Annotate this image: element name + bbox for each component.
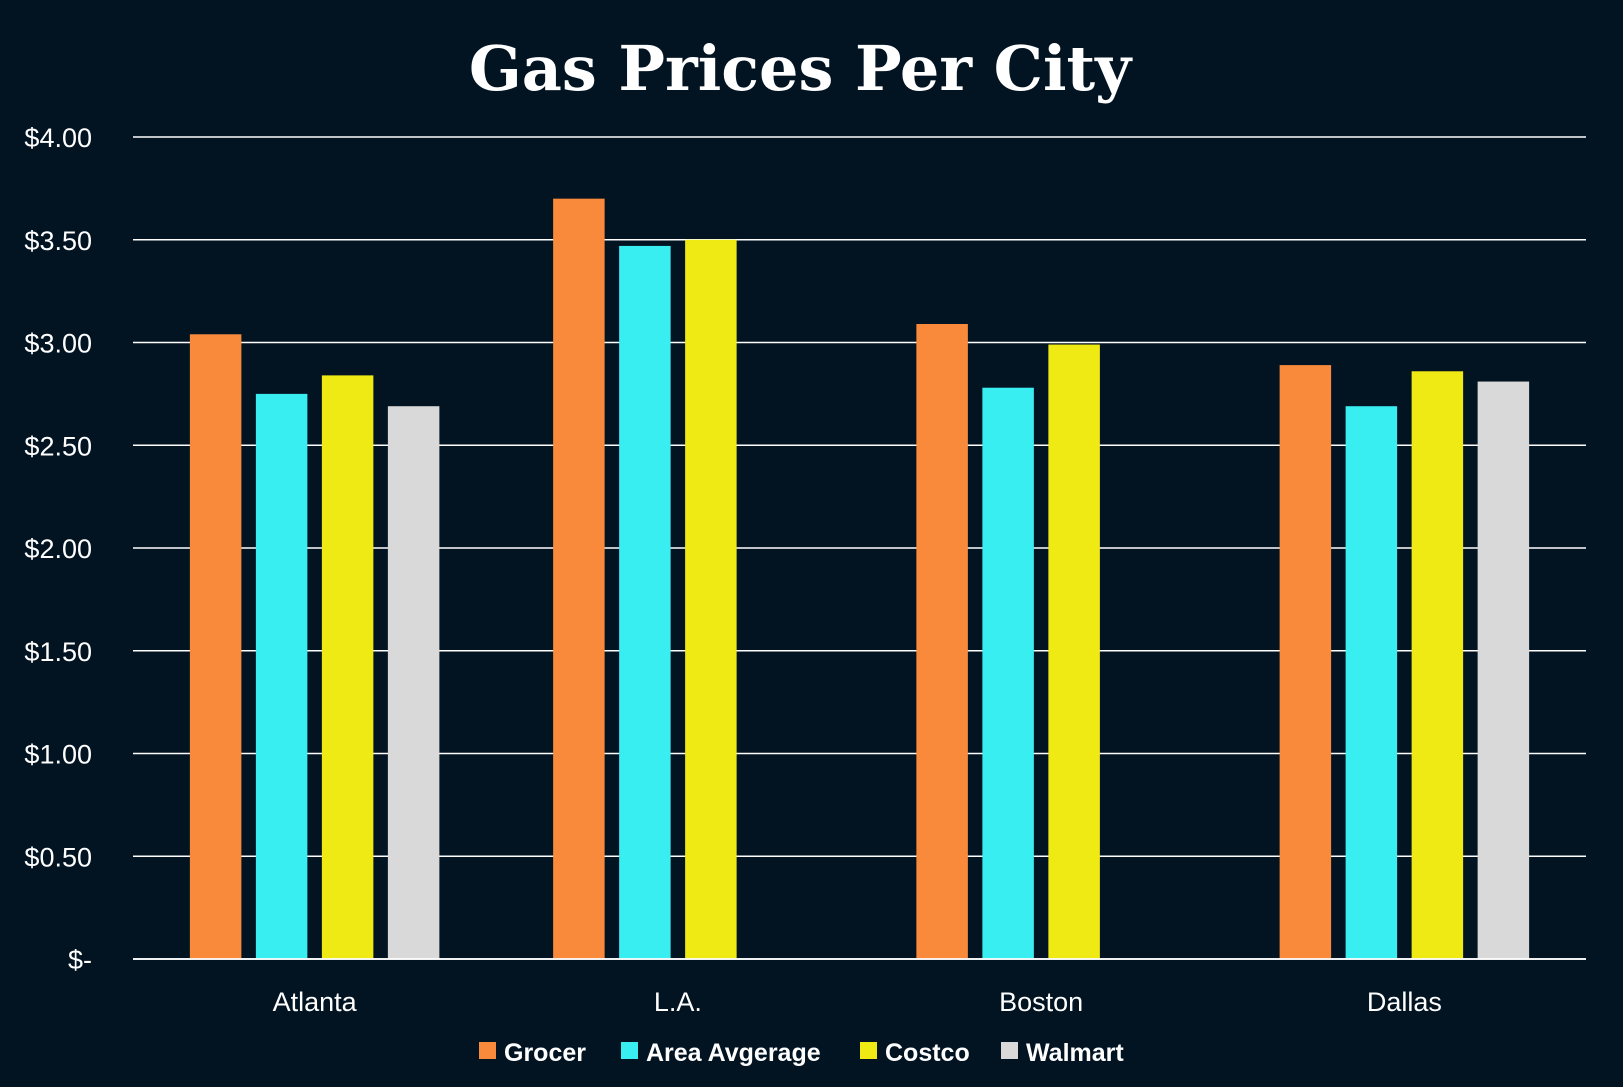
y-tick-label-6: $3.00 <box>24 329 92 359</box>
y-tick-label-0: $- <box>68 945 92 975</box>
legend-item-costco: Costco <box>860 1039 970 1067</box>
bar-atlanta-grocer <box>189 334 242 959</box>
legend-label-area-avgerage: Area Avgerage <box>646 1039 821 1067</box>
legend-item-area-avgerage: Area Avgerage <box>621 1039 821 1067</box>
y-tick-label-5: $2.50 <box>24 431 92 461</box>
bar-l-a-area-avgerage <box>619 245 671 960</box>
x-axis-category-labels: Atlanta L.A. Boston Dallas <box>273 987 1442 1017</box>
bar-l-a-grocer <box>553 198 605 959</box>
legend-swatch-grocer <box>479 1042 496 1059</box>
y-tick-label-1: $0.50 <box>24 842 92 872</box>
bar-dallas-area-avgerage <box>1345 406 1398 960</box>
chart-title: Gas Prices Per City <box>469 32 1133 105</box>
bar-dallas-walmart <box>1477 381 1530 959</box>
x-category-label-l-a: L.A. <box>654 987 702 1017</box>
bar-boston-grocer <box>916 324 968 959</box>
bar-dallas-grocer <box>1279 365 1332 960</box>
x-category-label-boston: Boston <box>999 987 1083 1017</box>
gridlines <box>133 136 1586 960</box>
legend-label-costco: Costco <box>885 1039 970 1067</box>
legend-item-walmart: Walmart <box>1001 1039 1124 1067</box>
bar-atlanta-walmart <box>387 406 440 960</box>
legend-item-grocer: Grocer <box>479 1039 586 1067</box>
bar-l-a-costco <box>685 239 737 959</box>
legend: Grocer Area Avgerage Costco Walmart <box>479 1039 1124 1067</box>
bar-boston-costco <box>1048 344 1100 959</box>
y-tick-label-4: $2.00 <box>24 534 92 564</box>
y-tick-label-2: $1.00 <box>24 740 92 770</box>
y-tick-label-3: $1.50 <box>24 637 92 667</box>
y-axis-tick-labels: $- $0.50 $1.00 $1.50 $2.00 $2.50 $3.00 $3.50 $4.… <box>24 123 92 975</box>
x-category-label-dallas: Dallas <box>1367 987 1442 1017</box>
bar-atlanta-costco <box>321 375 374 959</box>
legend-swatch-costco <box>860 1042 877 1059</box>
bar-boston-area-avgerage <box>982 387 1034 960</box>
legend-label-walmart: Walmart <box>1026 1039 1124 1067</box>
bars <box>133 198 1586 960</box>
bar-atlanta-area-avgerage <box>255 393 308 959</box>
legend-swatch-walmart <box>1001 1042 1018 1059</box>
legend-label-grocer: Grocer <box>504 1039 586 1067</box>
legend-swatch-area-avgerage <box>621 1042 638 1059</box>
bar-dallas-costco <box>1411 371 1464 959</box>
x-category-label-atlanta: Atlanta <box>273 987 358 1017</box>
y-tick-label-7: $3.50 <box>24 226 92 256</box>
y-tick-label-8: $4.00 <box>24 123 92 153</box>
